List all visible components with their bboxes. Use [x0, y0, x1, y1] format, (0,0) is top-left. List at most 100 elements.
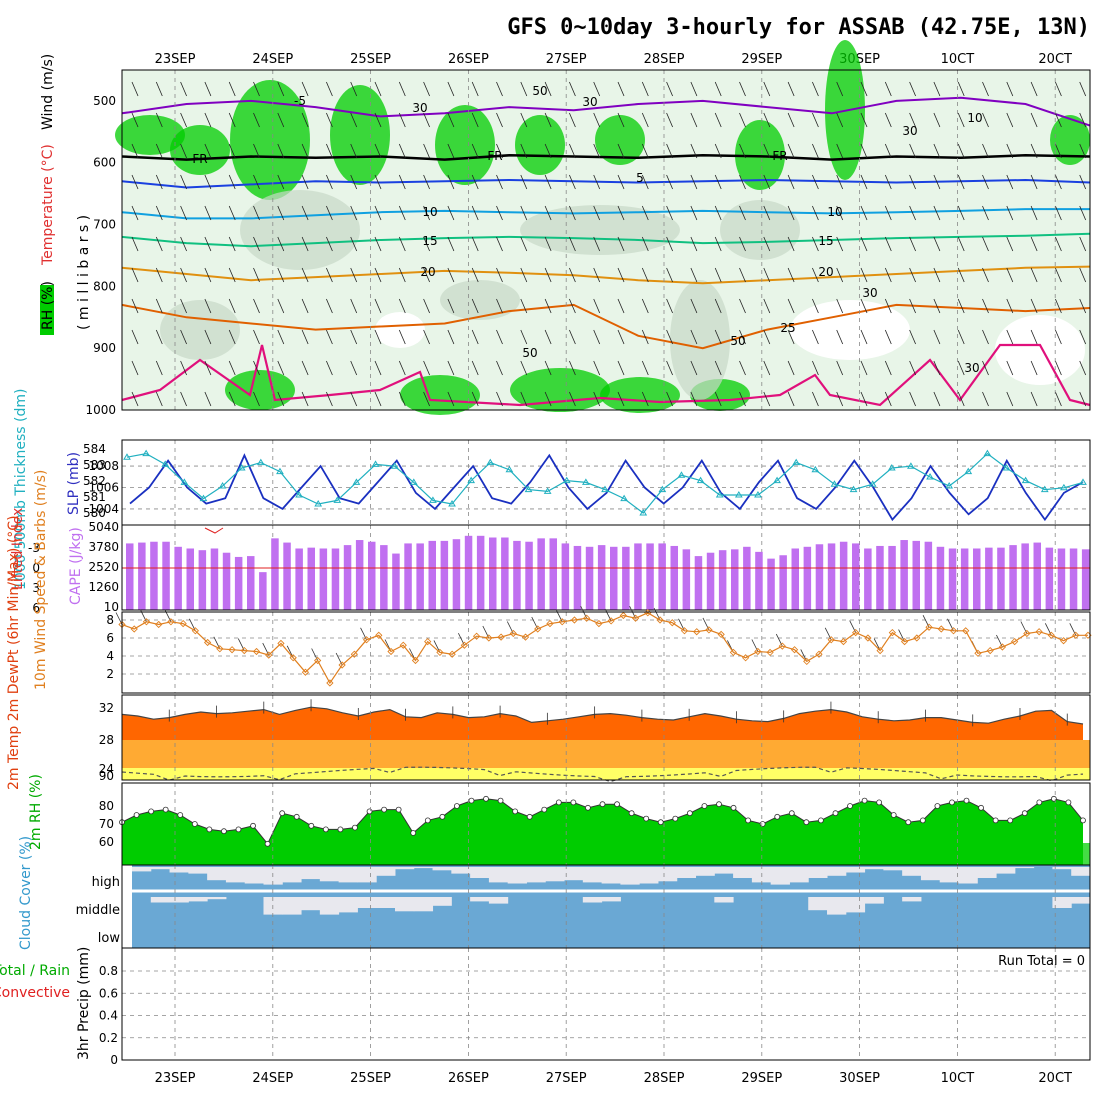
wind-barb: [471, 174, 479, 190]
precip-tick: 0.8: [99, 964, 118, 978]
cape-bar: [392, 553, 400, 610]
wind-barb: [131, 298, 139, 314]
rh2m-marker: [264, 840, 271, 847]
cape-bar: [343, 545, 352, 610]
cloud-middle-gap: [845, 897, 866, 913]
wind-barb: [884, 81, 892, 97]
rh-moist-blob: [170, 125, 230, 175]
wind-barb: [253, 329, 260, 345]
wind-barb: [957, 267, 965, 283]
rh-moist-blob: [230, 80, 310, 200]
wind-barb: [471, 112, 479, 128]
wind-barb: [326, 81, 333, 97]
cape-bar: [355, 540, 364, 610]
slp-thickness-panel: 584 583 582 581 580 1008 1006 1004 1000-500mb Th…: [13, 389, 1091, 590]
wind-barb: [350, 360, 358, 376]
wind-barb: [277, 236, 285, 252]
thickness-marker: [218, 482, 227, 489]
wind-barb: [1079, 360, 1087, 376]
wind-tick: 4: [106, 649, 114, 663]
rh2m-marker: [468, 797, 475, 804]
wind-barb: [666, 298, 673, 314]
cape-bar: [1057, 548, 1066, 610]
thickness-tick: 580: [83, 506, 106, 520]
wind-marker: [240, 646, 248, 655]
rh2m-marker: [381, 806, 387, 813]
wind-barb: [253, 236, 260, 252]
cape-bar: [513, 540, 521, 610]
wind-barb: [398, 205, 406, 221]
date-tick-label: 20CT: [1038, 52, 1072, 67]
cape-bar: [1069, 548, 1078, 610]
thickness-tick: 581: [83, 490, 106, 504]
wind-marker: [949, 627, 958, 635]
wind-barb: [617, 112, 625, 128]
cloud-high-gap: [601, 867, 621, 884]
wind-barb: [617, 205, 625, 221]
cape-bar: [416, 543, 424, 610]
thickness-marker: [983, 449, 992, 457]
slp-background: [122, 440, 1090, 525]
wind-barb: [496, 236, 503, 252]
wind-barb: [1030, 174, 1038, 190]
rh2m-marker: [759, 821, 766, 827]
wind-barb: [131, 391, 139, 407]
date-tick-label: 30SEP: [839, 1071, 880, 1086]
rh2m-area: [122, 798, 1083, 865]
thickness-marker: [333, 496, 342, 503]
thickness-marker: [715, 491, 724, 498]
wind-barb: [1055, 112, 1062, 128]
wind-barb: [471, 391, 479, 407]
cape-bar: [694, 556, 703, 610]
rh-dry-area: [375, 312, 425, 348]
contour-label: 10: [967, 111, 982, 125]
wind-barb: [350, 329, 358, 345]
wind-barb: [398, 143, 406, 159]
cloud-high-gap: [357, 867, 377, 883]
wind-marker: [998, 643, 1007, 651]
wind-barb: [398, 329, 406, 345]
rh-moist-blob: [1050, 115, 1090, 165]
wind-barb: [690, 329, 698, 345]
rh2m-marker: [774, 813, 781, 820]
rh2m-tick: 80: [99, 799, 114, 813]
thickness-marker: [964, 467, 973, 475]
wind-barb: [544, 81, 552, 97]
wind-barb: [933, 205, 941, 221]
wind-barb: [447, 360, 455, 376]
cape-tick: 5040: [88, 520, 119, 534]
wind-barb: [1079, 112, 1087, 128]
wind-barb: [836, 267, 844, 283]
wind-barb: [544, 360, 552, 376]
cloud-high-gap: [883, 867, 903, 871]
cloud-high-gap: [920, 867, 941, 881]
wind-marker: [558, 618, 566, 626]
cloud-middle-gap: [864, 897, 884, 904]
cape-bar: [682, 549, 691, 610]
wind-barb: [253, 360, 260, 376]
rh-gray-blob: [160, 300, 240, 360]
wind-barb: [131, 143, 139, 159]
thickness-marker: [811, 465, 820, 473]
cloud-high-gap: [338, 867, 358, 883]
wind-barb: [909, 236, 916, 252]
wind-barb: [787, 267, 795, 283]
pressure-tick: 1000: [85, 403, 116, 417]
wind-barb: [350, 298, 358, 314]
wind-barb: [326, 298, 333, 314]
precip-frame: [121, 947, 1091, 1061]
contour-label: 30: [902, 124, 917, 138]
cape-bar: [743, 546, 751, 610]
wind-barb: [277, 205, 285, 221]
wind-barb: [690, 267, 698, 283]
wind-barb: [763, 236, 771, 252]
contour-label: 30: [964, 361, 979, 375]
cape-bar: [900, 540, 908, 610]
wind-barb: [739, 112, 746, 128]
thickness-marker: [601, 485, 609, 493]
rh-dry-area: [995, 315, 1085, 385]
wind-barb: [180, 81, 187, 97]
wind-barb: [326, 143, 333, 159]
wind-barb: [982, 143, 989, 159]
wind-barb: [593, 329, 601, 345]
